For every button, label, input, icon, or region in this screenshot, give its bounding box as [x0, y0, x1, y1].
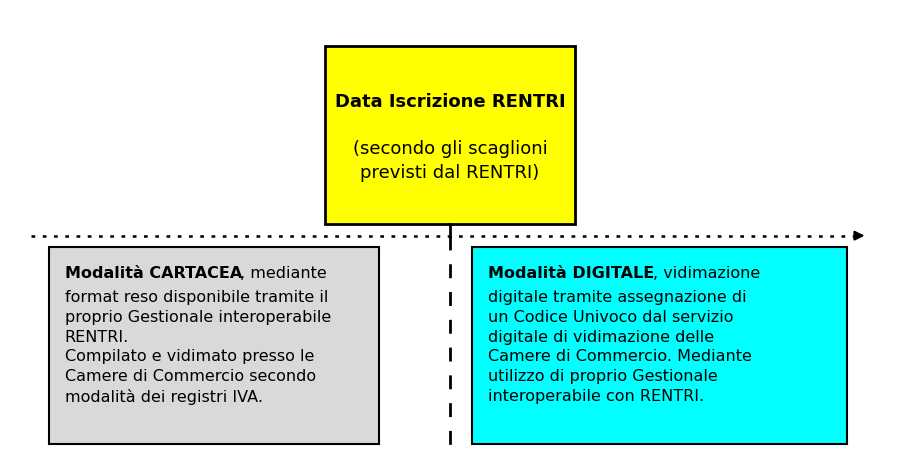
FancyBboxPatch shape: [325, 46, 575, 224]
Text: Data Iscrizione RENTRI: Data Iscrizione RENTRI: [335, 93, 565, 111]
Text: Modalità DIGITALE: Modalità DIGITALE: [489, 266, 654, 281]
FancyBboxPatch shape: [472, 248, 847, 444]
Text: , mediante: , mediante: [239, 266, 327, 281]
Text: (secondo gli scaglioni
previsti dal RENTRI): (secondo gli scaglioni previsti dal RENT…: [353, 140, 547, 182]
FancyBboxPatch shape: [49, 248, 379, 444]
Text: digitale tramite assegnazione di
un Codice Univoco dal servizio
digitale di vidi: digitale tramite assegnazione di un Codi…: [489, 290, 752, 404]
Text: Modalità CARTACEA: Modalità CARTACEA: [65, 266, 242, 281]
Text: , vidimazione: , vidimazione: [653, 266, 760, 281]
Text: format reso disponibile tramite il
proprio Gestionale interoperabile
RENTRI.
Com: format reso disponibile tramite il propr…: [65, 290, 331, 406]
